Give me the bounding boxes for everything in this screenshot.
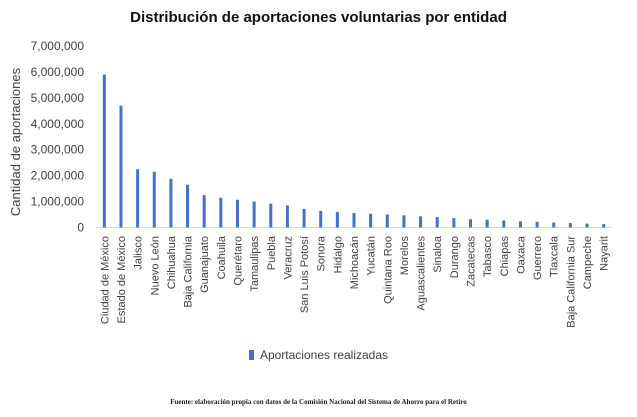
x-tick-label: Aguascalientes xyxy=(416,236,428,311)
bar xyxy=(469,219,473,228)
x-tick-label: Michoacán xyxy=(349,236,361,289)
bar xyxy=(119,105,123,228)
x-tick-label: Quintana Roo xyxy=(382,236,394,304)
x-tick-label: Coahuila xyxy=(216,235,228,279)
x-tick-label: Sonora xyxy=(316,235,328,271)
bar xyxy=(435,217,439,228)
legend: Aportaciones realizadas xyxy=(0,348,637,362)
bar xyxy=(102,74,106,228)
source-note: Fuente: elaboración propia con datos de … xyxy=(170,398,467,406)
bar xyxy=(602,224,606,228)
x-tick-label: Tabasco xyxy=(482,236,494,277)
y-tick-label: 6,000,000 xyxy=(31,65,85,79)
y-tick-label: 7,000,000 xyxy=(31,39,85,53)
x-tick-label: Nuevo León xyxy=(149,236,161,295)
bar xyxy=(585,223,589,228)
x-tick-label: Morelos xyxy=(399,236,411,276)
bar xyxy=(518,221,522,228)
x-tick-label: Nayarit xyxy=(599,236,611,271)
x-tick-label: Zacatecas xyxy=(466,236,478,287)
chart-title: Distribución de aportaciones voluntarias… xyxy=(130,9,507,26)
x-tick-label: Campeche xyxy=(582,236,594,289)
x-tick-label: Ciudad de México xyxy=(99,236,111,324)
bar xyxy=(219,197,223,228)
y-tick-label: 5,000,000 xyxy=(31,91,85,105)
x-tick-label: Oaxaca xyxy=(515,235,527,274)
legend-swatch xyxy=(248,350,254,360)
x-tick-label: Tamaulipas xyxy=(249,236,261,292)
x-tick-label: Sinaloa xyxy=(432,235,444,273)
y-tick-label: 3,000,000 xyxy=(31,143,85,157)
x-tick-label: San Luis Potosí xyxy=(299,236,311,313)
bar xyxy=(136,169,140,228)
bar xyxy=(552,222,556,228)
bar xyxy=(502,220,506,228)
legend-label: Aportaciones realizadas xyxy=(259,348,389,362)
bar xyxy=(319,210,323,228)
bar-series xyxy=(102,74,606,228)
bar xyxy=(169,178,173,228)
y-axis-label-group: Cantidad de aportaciones xyxy=(8,67,23,216)
bar xyxy=(285,205,289,228)
x-tick-label: Hidalgo xyxy=(332,236,344,273)
bar xyxy=(252,201,256,228)
x-tick-label: Jalisco xyxy=(133,236,145,270)
x-tick-label: Yucatán xyxy=(366,236,378,276)
x-tick-label: Durango xyxy=(449,236,461,278)
x-tick-label: Querétaro xyxy=(232,236,244,286)
y-axis-ticks: 0 1,000,000 2,000,000 3,000,000 4,000,000 5,0… xyxy=(31,39,85,235)
x-tick-label: Chiapas xyxy=(499,236,511,277)
bar xyxy=(402,215,406,228)
bar xyxy=(302,208,306,228)
bar xyxy=(568,223,572,228)
y-tick-label: 1,000,000 xyxy=(31,195,85,209)
x-tick-label: Guanajuato xyxy=(199,236,211,293)
x-tick-label: Puebla xyxy=(266,235,278,270)
bar xyxy=(369,213,373,228)
x-tick-label: Tlaxcala xyxy=(549,235,561,277)
bar xyxy=(352,212,356,228)
x-tick-label: Veracruz xyxy=(282,236,294,279)
y-tick-label: 2,000,000 xyxy=(31,169,85,183)
bar xyxy=(485,219,489,228)
y-axis-label: Cantidad de aportaciones xyxy=(8,67,23,216)
bar xyxy=(535,221,539,228)
x-axis-ticks: Ciudad de México Estado de México Jalisco N… xyxy=(99,235,610,328)
x-tick-label: Guerrero xyxy=(532,236,544,280)
y-tick-label: 0 xyxy=(77,221,84,235)
bar xyxy=(385,214,389,228)
x-tick-label: Chihuahua xyxy=(166,235,178,289)
bar xyxy=(235,199,239,228)
x-tick-label: Baja California Sur xyxy=(565,236,577,328)
bar xyxy=(452,218,456,228)
x-tick-label: Estado de México xyxy=(116,236,128,323)
bar xyxy=(269,203,273,228)
x-tick-label: Baja California xyxy=(183,235,195,307)
bar xyxy=(202,195,206,228)
y-tick-label: 4,000,000 xyxy=(31,117,85,131)
bar xyxy=(186,184,190,228)
bar xyxy=(419,216,423,228)
bar xyxy=(335,211,339,228)
bar xyxy=(152,171,156,228)
